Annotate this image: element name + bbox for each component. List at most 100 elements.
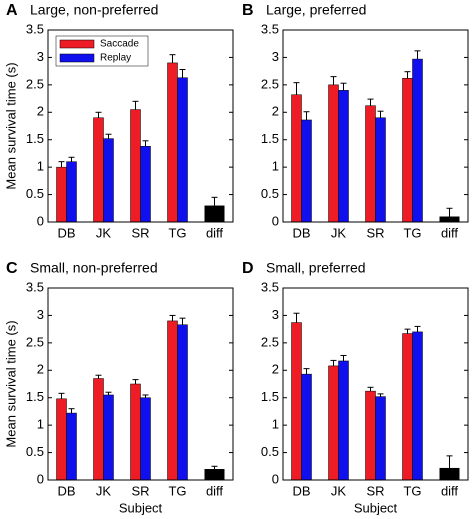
y-axis-label: Mean survival time (s) (3, 62, 18, 189)
x-tick-label: DB (57, 225, 75, 240)
bar (167, 62, 178, 223)
y-tick-label: 1.5 (26, 131, 44, 146)
y-tick-label: 2 (37, 104, 44, 119)
bar (66, 161, 77, 223)
y-tick-label: 3.5 (26, 21, 44, 36)
axes-box (282, 29, 469, 223)
x-tick-label: DB (57, 483, 75, 498)
y-tick-label: 3 (272, 307, 279, 322)
x-axis-label: Subject (354, 500, 398, 515)
bar (93, 117, 104, 223)
bar (301, 373, 312, 481)
y-tick-label: 1 (272, 159, 279, 174)
y-tick-label: 3 (37, 49, 44, 64)
legend-label: Replay (100, 53, 131, 64)
bar (338, 360, 349, 481)
bar (439, 216, 460, 222)
axes-box (47, 287, 234, 481)
axes-box (282, 287, 469, 481)
bar (167, 320, 178, 481)
y-tick-label: 0 (37, 213, 44, 228)
y-tick-label: 2.5 (261, 76, 279, 91)
y-tick-label: 0.5 (26, 444, 44, 459)
bar (140, 146, 151, 223)
y-tick-label: 3.5 (261, 21, 279, 36)
y-tick-label: 2 (37, 362, 44, 377)
x-tick-label: TG (403, 225, 421, 240)
y-tick-label: 3.5 (261, 279, 279, 294)
y-tick-label: 1 (272, 417, 279, 432)
bar (56, 166, 67, 223)
bar (328, 84, 339, 223)
bar (402, 78, 413, 223)
y-tick-label: 0.5 (26, 186, 44, 201)
bar (402, 333, 413, 481)
x-tick-label: diff (441, 483, 458, 498)
x-tick-label: diff (206, 225, 223, 240)
x-tick-label: SR (131, 225, 149, 240)
bar (328, 365, 339, 481)
bar (291, 322, 302, 481)
bar (66, 412, 77, 481)
x-tick-label: TG (403, 483, 421, 498)
bar (365, 390, 376, 481)
x-tick-label: DB (292, 483, 310, 498)
x-tick-label: diff (206, 483, 223, 498)
y-tick-label: 1 (37, 417, 44, 432)
bar (56, 398, 67, 481)
legend-swatch (59, 39, 95, 49)
y-tick-label: 1 (37, 159, 44, 174)
bar (338, 90, 349, 223)
bar (301, 119, 312, 223)
bar (140, 397, 151, 481)
bar (375, 117, 386, 223)
y-tick-label: 0.5 (261, 444, 279, 459)
panel-letter: C (6, 260, 18, 277)
y-tick-label: 1.5 (26, 389, 44, 404)
y-tick-label: 2 (272, 362, 279, 377)
x-tick-label: JK (331, 225, 347, 240)
x-tick-label: TG (168, 225, 186, 240)
x-tick-label: SR (366, 225, 384, 240)
bar (375, 396, 386, 481)
axes-box (47, 29, 234, 223)
panel-title: Small, non-preferred (30, 260, 158, 276)
bar (204, 469, 225, 480)
panel-title: Large, preferred (266, 2, 366, 18)
bar (93, 378, 104, 481)
bar (130, 383, 141, 481)
bar (291, 94, 302, 223)
panel-letter: B (242, 2, 254, 19)
y-tick-label: 2.5 (26, 334, 44, 349)
bar (365, 105, 376, 223)
bar (204, 205, 225, 222)
x-tick-label: TG (168, 483, 186, 498)
panel-letter: D (242, 260, 254, 277)
y-tick-label: 3 (37, 307, 44, 322)
y-tick-label: 0 (37, 471, 44, 486)
panel-title: Large, non-preferred (30, 2, 158, 18)
y-tick-label: 1.5 (261, 389, 279, 404)
legend-swatch (59, 53, 95, 63)
panel-letter: A (6, 2, 18, 19)
y-tick-label: 0 (272, 471, 279, 486)
x-tick-label: SR (131, 483, 149, 498)
x-tick-label: DB (292, 225, 310, 240)
y-tick-label: 2.5 (26, 76, 44, 91)
bar (177, 77, 188, 223)
x-tick-label: SR (366, 483, 384, 498)
y-tick-label: 3.5 (26, 279, 44, 294)
panel-title: Small, preferred (266, 260, 366, 276)
bar (130, 109, 141, 223)
x-tick-label: diff (441, 225, 458, 240)
y-axis-label: Mean survival time (s) (3, 320, 18, 447)
bar (103, 394, 114, 481)
y-tick-label: 2 (272, 104, 279, 119)
legend-label: Saccade (100, 39, 139, 50)
y-tick-label: 0.5 (261, 186, 279, 201)
bar (103, 138, 114, 223)
y-tick-label: 3 (272, 49, 279, 64)
y-tick-label: 1.5 (261, 131, 279, 146)
x-axis-label: Subject (119, 500, 163, 515)
